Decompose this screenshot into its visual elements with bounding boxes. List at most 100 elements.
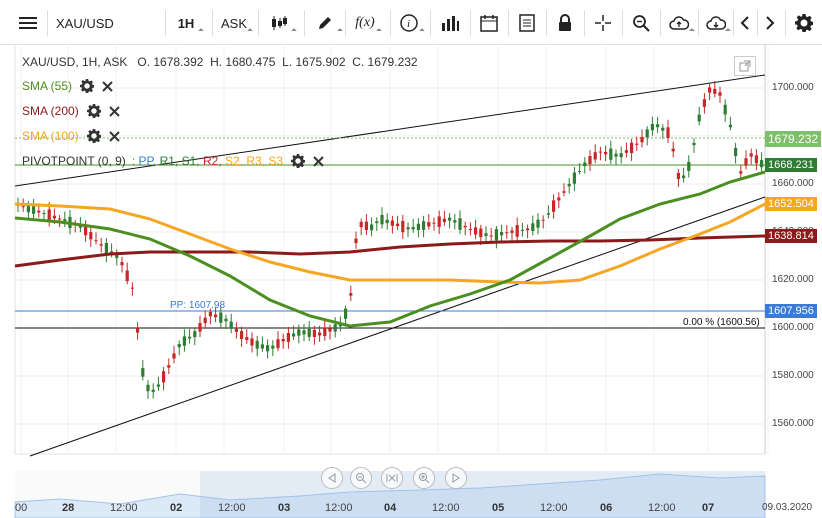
candle-body	[557, 197, 561, 201]
candle-body	[458, 218, 462, 230]
zoom-in-control[interactable]	[413, 467, 435, 489]
sma55-label: SMA (55)	[22, 79, 73, 93]
settings-button[interactable]	[785, 10, 822, 36]
zoom-icon	[633, 15, 650, 32]
candle-body	[624, 150, 628, 153]
sma200-price-box: 1638.814	[765, 229, 817, 243]
gear-icon	[795, 14, 813, 32]
timeframe-selector[interactable]: 1H	[165, 10, 206, 36]
close-icon[interactable]	[108, 105, 120, 117]
pp-price-box: 1607.956	[765, 304, 817, 318]
candle-body	[635, 143, 639, 145]
close-icon[interactable]	[108, 130, 120, 142]
day-tick-label: 03	[278, 502, 291, 514]
upload-button[interactable]	[660, 10, 697, 36]
candle-body	[349, 293, 353, 296]
time-tick-label: 12:00	[110, 502, 138, 514]
candle-body	[292, 333, 296, 337]
crosshair-button[interactable]	[584, 10, 621, 36]
candle-body	[744, 158, 748, 166]
lock-icon	[559, 14, 571, 31]
indicators-button[interactable]: f(x)	[345, 10, 384, 36]
close-icon[interactable]	[313, 155, 324, 167]
candle-body	[84, 226, 88, 236]
scroll-left-control[interactable]	[321, 467, 343, 489]
chart-type-button[interactable]	[258, 10, 299, 36]
candle-body	[630, 142, 634, 154]
price-plot[interactable]	[0, 44, 822, 518]
symbol-selector[interactable]: XAU/USD	[47, 10, 166, 36]
candle-body	[359, 221, 363, 228]
download-button[interactable]	[698, 10, 733, 36]
candle-body	[172, 353, 176, 359]
gear-icon[interactable]	[291, 154, 306, 168]
candle-body	[619, 153, 623, 158]
close-icon[interactable]	[102, 80, 113, 92]
symbol-label: XAU/USD	[56, 15, 114, 31]
candle-body	[484, 233, 488, 236]
sma55-line[interactable]	[14, 170, 766, 328]
candle-body	[411, 227, 415, 230]
upper-trendline[interactable]	[14, 74, 766, 187]
price-type-selector[interactable]: ASK	[212, 10, 255, 36]
reset-zoom-control[interactable]	[381, 467, 403, 489]
gear-icon[interactable]	[80, 79, 95, 93]
candle-body	[468, 229, 472, 231]
candle-body	[52, 215, 56, 219]
candle-body	[448, 217, 452, 221]
price-tick-label: 1660.000	[772, 178, 814, 189]
candle-body	[515, 225, 519, 237]
candle-body	[546, 213, 550, 215]
chart-area[interactable]: XAU/USD, 1H, ASK O. 1678.392 H. 1680.475…	[0, 44, 822, 518]
candle-body	[453, 220, 457, 223]
lock-button[interactable]	[546, 10, 583, 36]
candle-body	[286, 332, 290, 342]
calendar-button[interactable]	[470, 10, 507, 36]
info-button[interactable]: i	[390, 10, 427, 36]
candle-body	[728, 124, 732, 128]
candle-body	[333, 324, 337, 332]
draw-tool-button[interactable]	[304, 10, 345, 36]
zoom-out-control[interactable]	[350, 467, 372, 489]
candle-body	[32, 206, 36, 214]
scroll-right-control[interactable]	[445, 467, 467, 489]
candle-body	[21, 206, 25, 208]
gear-icon[interactable]	[86, 104, 101, 118]
candle-body	[188, 336, 192, 339]
caret-icon	[689, 28, 695, 34]
candle-body	[130, 287, 134, 289]
zoom-button[interactable]	[622, 10, 659, 36]
scroll-right-button[interactable]	[757, 10, 782, 36]
current-price-box: 1679.232	[765, 131, 822, 147]
volume-button[interactable]	[430, 10, 469, 36]
candle-body	[307, 328, 311, 337]
pivot-price-box: 1668.231	[765, 158, 817, 172]
day-tick-label: 02	[170, 502, 183, 514]
time-tick-label: 12:00	[540, 502, 568, 514]
scroll-left-button[interactable]	[733, 10, 756, 36]
pivot-item: S1,	[181, 154, 203, 168]
maximize-button[interactable]	[734, 56, 756, 76]
menu-button[interactable]	[10, 10, 46, 36]
candle-body	[510, 230, 514, 233]
chevron-right-icon	[766, 16, 775, 30]
navigator-area	[14, 473, 766, 518]
candle-body	[442, 218, 446, 223]
day-tick-label: 05	[492, 502, 505, 514]
candle-body	[156, 384, 160, 387]
sma200-line[interactable]	[14, 234, 766, 268]
pivot-item: S2,	[225, 154, 247, 168]
candle-body	[245, 337, 249, 341]
news-button[interactable]	[508, 10, 545, 36]
time-tick-label: 09.03.2020	[762, 502, 813, 513]
price-tick-label: 1600.000	[772, 322, 814, 333]
sma100-line[interactable]	[14, 202, 766, 285]
candle-body	[260, 344, 264, 349]
navigator-window[interactable]	[200, 471, 765, 518]
candle-body	[281, 338, 285, 342]
candle-body	[182, 336, 186, 346]
gear-icon[interactable]	[86, 129, 101, 143]
day-tick-label: 06	[600, 502, 613, 514]
candle-body	[344, 308, 348, 319]
candle-body	[598, 151, 602, 153]
